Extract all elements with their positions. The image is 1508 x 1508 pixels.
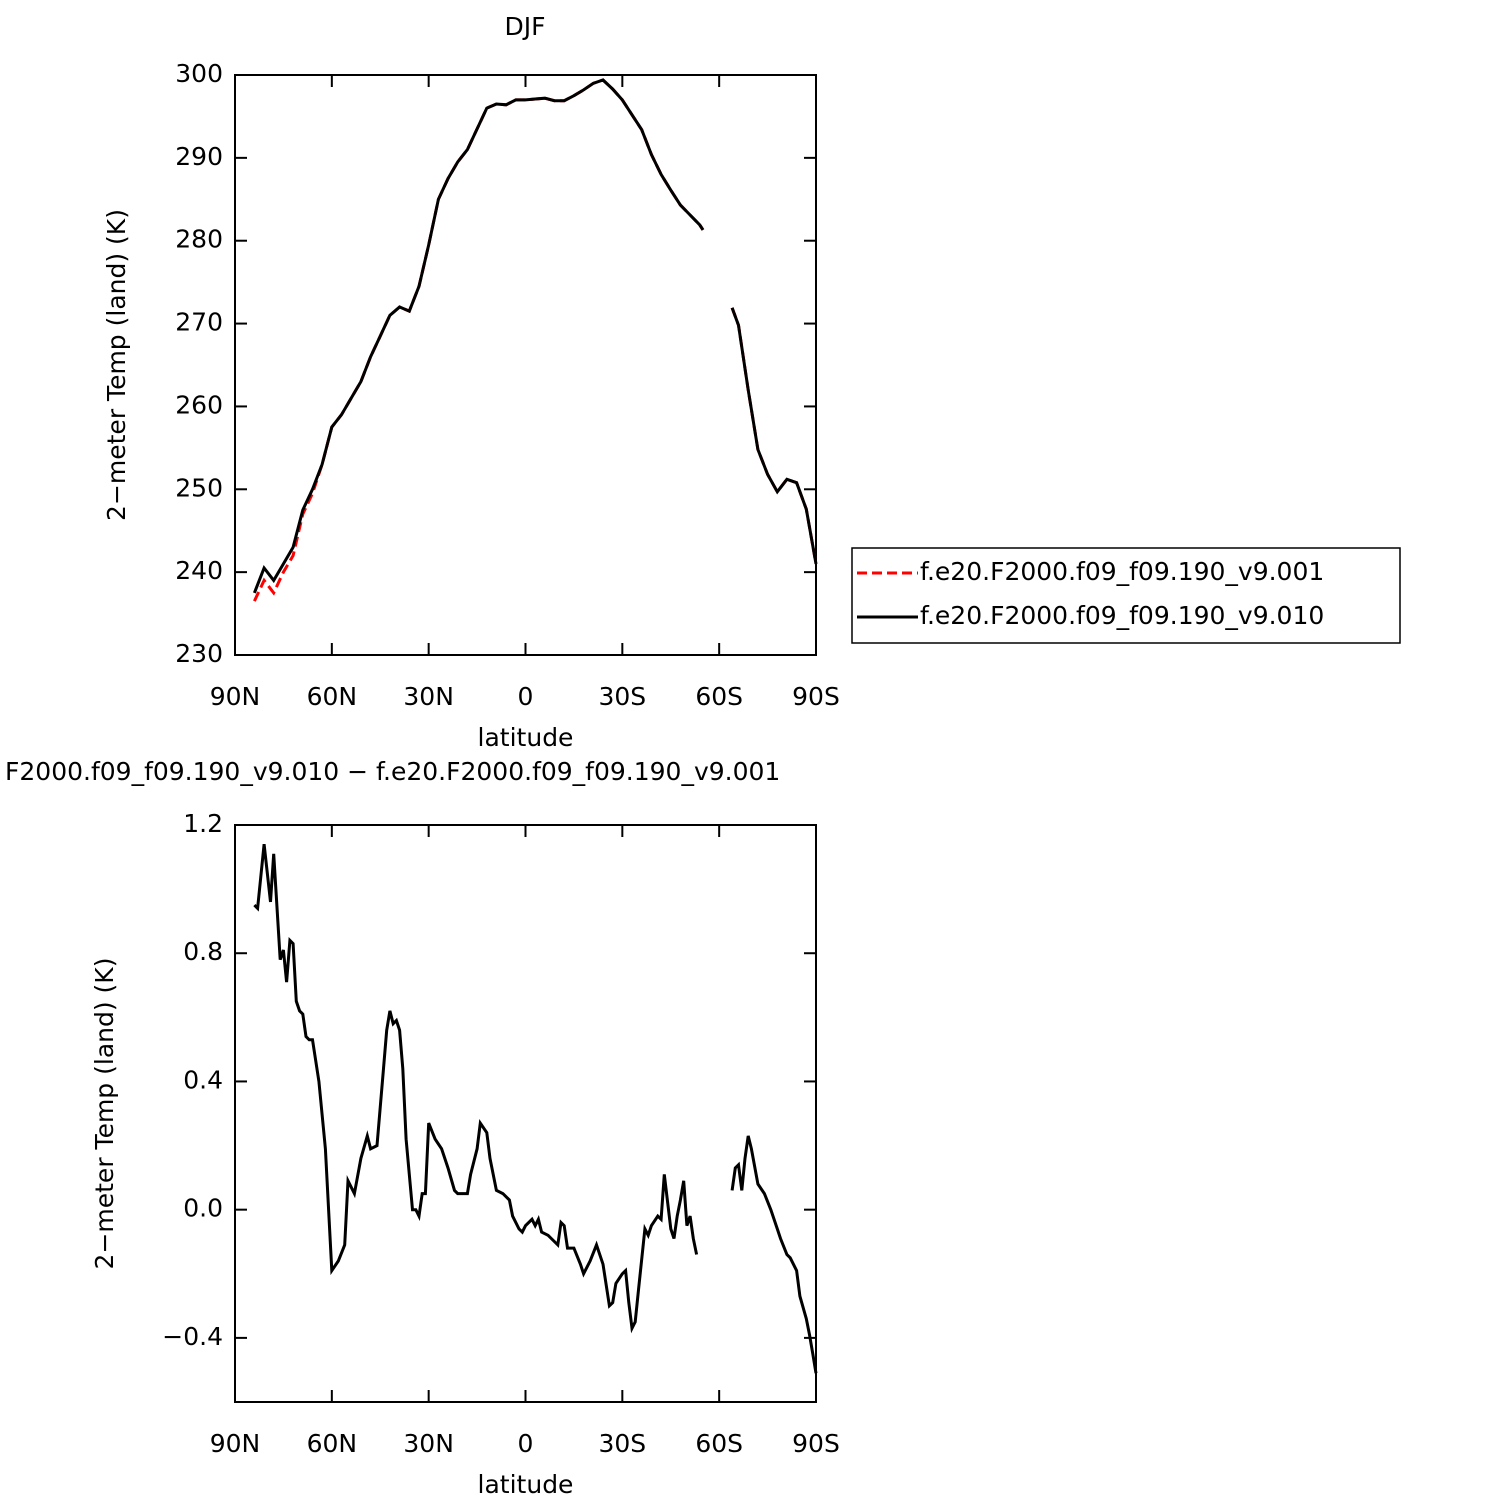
legend-box: [851, 547, 1401, 644]
y-tick-label: 240: [175, 556, 223, 585]
y-axis-label: 2−meter Temp (land) (K): [90, 958, 119, 1270]
data-line: [253, 844, 818, 1374]
y-tick-label: 0.8: [183, 937, 223, 966]
x-axis-label: latitude: [478, 1470, 574, 1499]
x-tick-label: 30S: [598, 1429, 646, 1458]
x-tick-label: 60N: [307, 1429, 358, 1458]
x-tick-label: 60N: [307, 682, 358, 711]
x-tick-label: 90S: [792, 1429, 840, 1458]
y-tick-label: 0.0: [183, 1194, 223, 1223]
y-tick-label: 290: [175, 142, 223, 171]
y-tick-label: 280: [175, 225, 223, 254]
series-line: [253, 78, 818, 602]
x-tick-label: 30N: [403, 682, 454, 711]
chart-title: F2000.f09_f09.190_v9.010 − f.e20.F2000.f…: [5, 757, 780, 786]
x-axis-label: latitude: [478, 723, 574, 752]
x-tick-label: 0: [518, 682, 534, 711]
x-tick-label: 30S: [598, 682, 646, 711]
y-tick-label: 230: [175, 639, 223, 668]
legend-label: f.e20.F2000.f09_f09.190_v9.001: [920, 557, 1324, 586]
x-tick-label: 60S: [695, 682, 743, 711]
y-tick-label: 270: [175, 308, 223, 337]
x-tick-label: 30N: [403, 1429, 454, 1458]
y-tick-label: 260: [175, 390, 223, 419]
y-tick-label: 250: [175, 473, 223, 502]
legend-label: f.e20.F2000.f09_f09.190_v9.010: [920, 601, 1324, 630]
plot-frame: [234, 824, 817, 1403]
y-tick-label: 0.4: [183, 1065, 223, 1094]
y-axis-label: 2−meter Temp (land) (K): [102, 209, 131, 521]
plot-frame: [234, 74, 817, 656]
x-tick-label: 60S: [695, 1429, 743, 1458]
x-tick-label: 0: [518, 1429, 534, 1458]
y-tick-label: −0.4: [162, 1322, 223, 1351]
series-line: [253, 78, 818, 594]
x-tick-label: 90N: [210, 1429, 261, 1458]
x-tick-label: 90S: [792, 682, 840, 711]
y-tick-label: 300: [175, 59, 223, 88]
x-tick-label: 90N: [210, 682, 261, 711]
y-tick-label: 1.2: [183, 809, 223, 838]
chart-title: DJF: [504, 12, 545, 41]
